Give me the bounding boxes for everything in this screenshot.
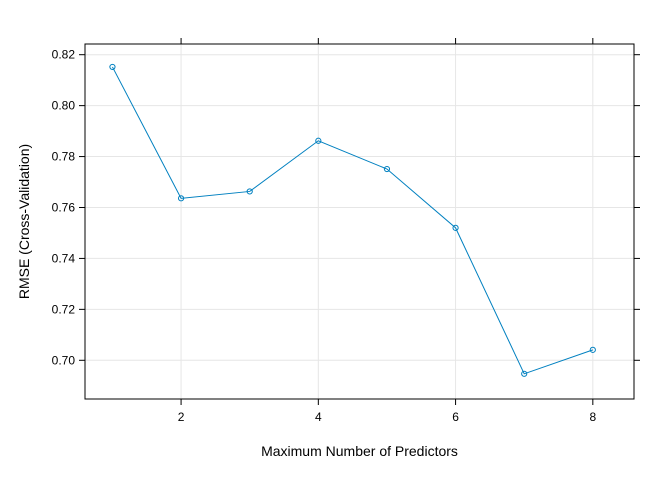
grid-layer (85, 44, 634, 399)
y-tick-label: 0.80 (52, 99, 76, 113)
x-tick-label: 8 (589, 410, 596, 424)
data-point (589, 346, 596, 353)
y-axis-label: RMSE (Cross-Validation) (16, 144, 32, 299)
x-tick-label: 6 (452, 410, 459, 424)
tick-layer: 2 4 6 8 0.70 0.72 0.74 0.76 0.78 0.80 0.82 (52, 38, 640, 424)
data-layer (109, 63, 596, 377)
data-point (521, 370, 528, 377)
data-point (246, 188, 253, 195)
data-point (109, 63, 116, 71)
y-tick-label: 0.70 (52, 353, 76, 367)
y-tick-label: 0.72 (52, 302, 76, 316)
data-point (383, 165, 391, 173)
series-line (112, 66, 593, 375)
plot-frame (84, 43, 635, 400)
y-tick-label: 0.74 (52, 251, 76, 265)
data-point (315, 137, 322, 144)
x-tick-label: 2 (178, 410, 185, 424)
y-tick-label: 0.76 (52, 200, 76, 214)
y-tick-label: 0.82 (52, 48, 76, 62)
x-tick-label: 4 (315, 410, 322, 424)
data-point (452, 224, 459, 231)
data-point (177, 195, 185, 202)
x-axis-label: Maximum Number of Predictors (261, 443, 458, 459)
y-tick-label: 0.78 (52, 150, 76, 164)
